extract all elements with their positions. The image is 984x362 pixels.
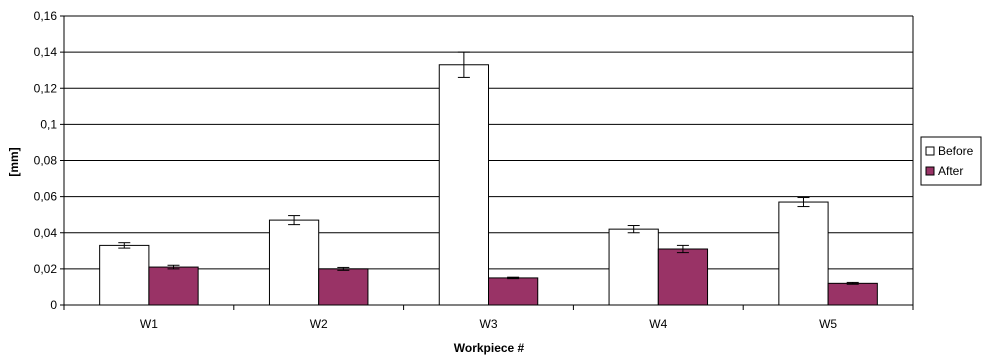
y-tick-label: 0,1 [40,117,57,131]
bar-after-w2 [318,268,369,306]
legend-box [920,136,982,186]
bar-before-w3 [438,64,489,306]
bar-after-w1 [148,266,199,306]
x-tick-label: W2 [310,317,328,331]
legend: Before After [920,136,982,186]
y-tick-label: 0,02 [34,262,58,276]
bar-after-w4 [657,248,709,306]
legend-label-before: Before [938,144,974,158]
y-axis-title: [mm] [7,147,21,176]
y-tick-label: 0,12 [34,81,58,95]
axes: 0 0,02 0,04 0,06 0,08 0,1 0,12 0,14 0,16 W1 W2 W3 W4… [34,9,914,331]
bar-after-w5 [827,282,878,306]
y-tick-label: 0,16 [34,9,58,23]
x-tick-label: W1 [140,317,158,331]
legend-swatch-after [925,166,935,176]
x-axis-title: Workpiece # [454,341,525,355]
x-tick-label: W5 [819,317,837,331]
bar-before-w5 [778,201,829,306]
bars [99,51,878,306]
y-tick-label: 0,06 [34,190,58,204]
legend-label-after: After [938,164,963,178]
x-tick-label: W4 [649,317,667,331]
bar-after-w3 [488,277,539,306]
bar-before-w2 [268,219,320,306]
y-tick-label: 0,14 [34,45,58,59]
legend-swatch-before [925,146,935,156]
x-tick-label: W3 [480,317,498,331]
bar-before-w4 [608,228,659,306]
y-tick-label: 0 [50,298,57,312]
bar-before-w1 [99,244,150,306]
y-tick-label: 0,08 [34,154,58,168]
y-tick-label: 0,04 [34,226,58,240]
